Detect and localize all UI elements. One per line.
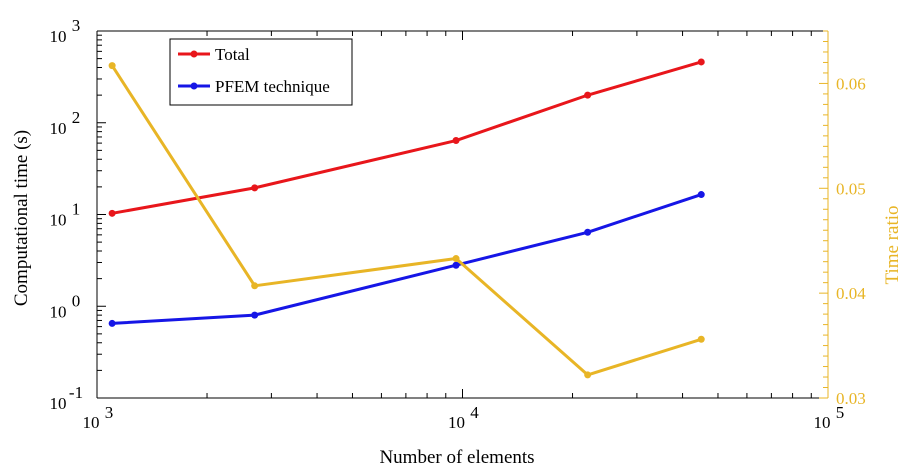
- y-tick-label: 10: [50, 27, 67, 46]
- x-tick-label: 10: [814, 413, 831, 432]
- data-point: [584, 228, 592, 236]
- y2-axis-title: Time ratio: [882, 206, 903, 285]
- data-point: [697, 335, 705, 343]
- minor-ticks: [96, 30, 828, 399]
- legend-marker-pfem: [190, 82, 198, 90]
- x-tick-labels: 10 3 10 4 10 5: [83, 403, 845, 432]
- y-tick-label: 10: [50, 211, 67, 230]
- series-group: [108, 58, 705, 379]
- x-tick-exponent: 4: [470, 403, 479, 422]
- y-tick-label: 10: [50, 119, 67, 138]
- y2-tick-label: 0.04: [836, 284, 866, 303]
- data-point: [697, 58, 705, 66]
- y-tick-exponent: -1: [69, 383, 83, 402]
- y2-tick-label: 0.06: [836, 74, 866, 93]
- legend-label-total: Total: [215, 45, 250, 64]
- data-point: [584, 371, 592, 379]
- data-point: [251, 311, 259, 319]
- x-tick-exponent: 3: [105, 403, 114, 422]
- x-tick-exponent: 5: [836, 403, 845, 422]
- legend-label-pfem: PFEM technique: [215, 77, 330, 96]
- y-tick-exponent: 2: [72, 108, 81, 127]
- y-tick-exponent: 0: [72, 291, 81, 310]
- data-point: [452, 261, 460, 269]
- x-tick-label: 10: [83, 413, 100, 432]
- series-0: [108, 58, 705, 217]
- series-line-2: [110, 64, 702, 377]
- series-2: [108, 62, 705, 379]
- legend-marker-total: [190, 50, 198, 58]
- data-point: [697, 191, 705, 199]
- x-tick-label: 10: [448, 413, 465, 432]
- y-tick-label: 10: [50, 394, 67, 413]
- data-point: [108, 319, 116, 327]
- y-tick-exponent: 3: [72, 16, 81, 35]
- data-point: [108, 62, 116, 70]
- y-tick-exponent: 1: [72, 200, 81, 219]
- legend: Total PFEM technique: [169, 38, 353, 106]
- data-point: [452, 255, 460, 263]
- y2-tick-label: 0.03: [836, 389, 866, 408]
- y-axis-title: Computational time (s): [11, 130, 32, 306]
- series-line-1: [112, 193, 702, 325]
- data-point: [584, 91, 592, 99]
- y-tick-label: 10: [50, 302, 67, 321]
- data-point: [251, 184, 259, 192]
- legend-box: [169, 38, 353, 106]
- data-point: [108, 209, 116, 217]
- y2-tick-labels: 0.03 0.04 0.05 0.06: [836, 74, 866, 408]
- data-point: [251, 282, 259, 290]
- y2-tick-label: 0.05: [836, 179, 866, 198]
- data-point: [452, 137, 460, 145]
- x-axis-title: Number of elements: [379, 447, 534, 468]
- series-1: [108, 191, 705, 327]
